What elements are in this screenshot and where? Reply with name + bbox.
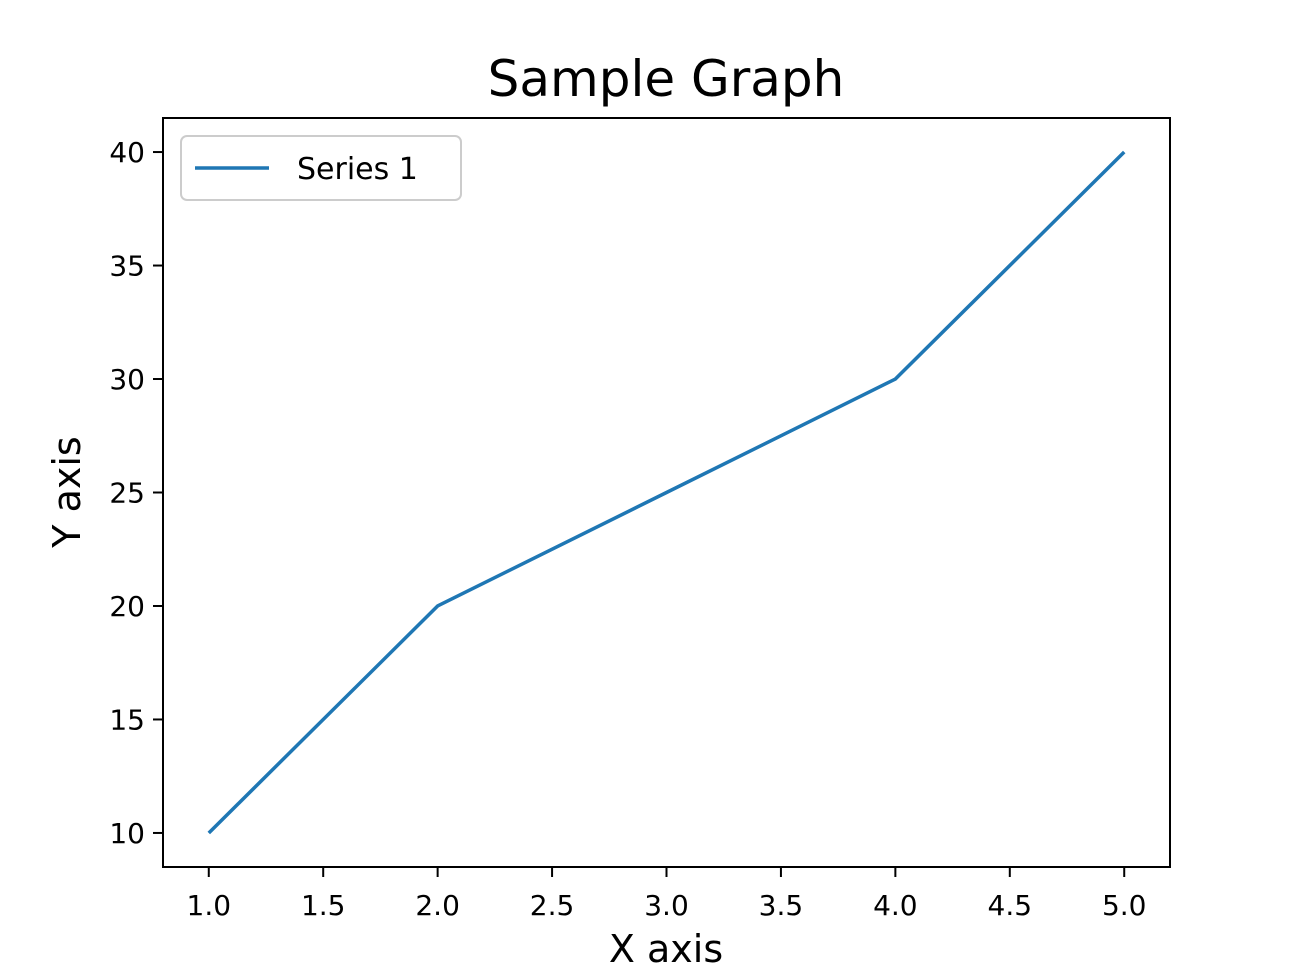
y-tick-label: 25: [109, 477, 145, 510]
x-tick-label: 2.0: [415, 889, 460, 922]
plot-frame: [162, 117, 1171, 868]
legend-box: [180, 135, 462, 201]
x-tick-label: 3.5: [759, 889, 804, 922]
x-tick-label: 4.0: [873, 889, 918, 922]
y-tick-label: 10: [109, 817, 145, 850]
data-line: [207, 150, 1126, 835]
x-tick-label: 1.0: [187, 889, 232, 922]
x-tick-label: 1.5: [301, 889, 346, 922]
y-tick-label: 30: [109, 363, 145, 396]
x-tick-label: 4.5: [988, 889, 1033, 922]
legend-label: Series 1: [297, 152, 418, 187]
x-tick-label: 3.0: [644, 889, 689, 922]
y-tick-label: 15: [109, 703, 145, 736]
x-tick-label: 5.0: [1102, 889, 1147, 922]
x-tick-label: 2.5: [530, 889, 575, 922]
y-axis-label: Y axis: [45, 436, 89, 548]
y-tick-label: 20: [109, 590, 145, 623]
chart-title: Sample Graph: [488, 50, 845, 108]
x-axis-label: X axis: [609, 927, 723, 971]
y-tick-label: 35: [109, 250, 145, 283]
y-tick-label: 40: [109, 136, 145, 169]
